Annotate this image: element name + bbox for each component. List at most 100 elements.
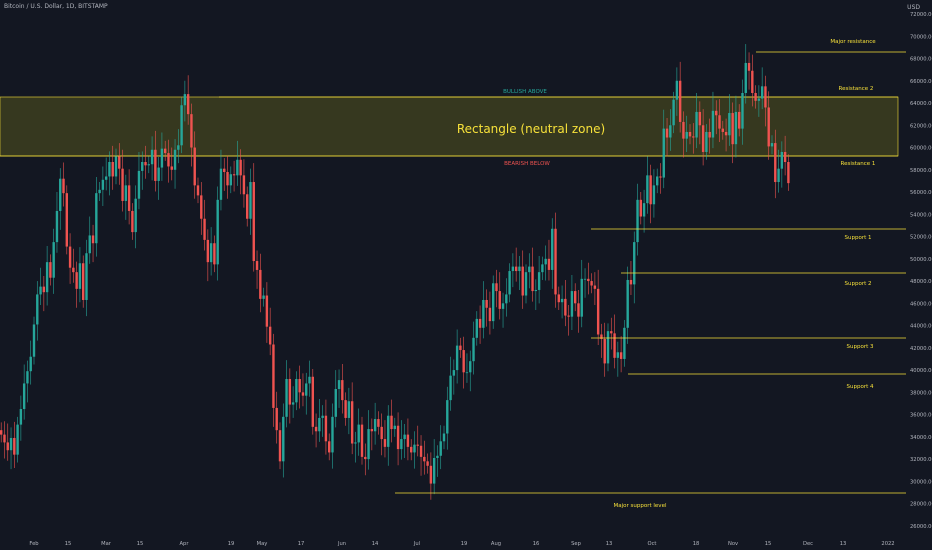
candle-body xyxy=(203,218,206,240)
candle-body xyxy=(39,286,42,295)
candle-body xyxy=(328,441,331,453)
y-tick-label: 38000.00 xyxy=(910,390,932,396)
candle-body xyxy=(170,166,173,170)
candle-body xyxy=(426,461,429,466)
candle-body xyxy=(200,195,203,219)
candle-body xyxy=(334,389,337,417)
candle-body xyxy=(777,168,780,183)
candle-body xyxy=(196,185,200,196)
currency-label: USD xyxy=(907,4,920,11)
x-tick-label: Jun xyxy=(337,541,346,547)
candle-body xyxy=(114,156,118,177)
candle-body xyxy=(29,356,32,372)
bullish-label: BULLISH ABOVE xyxy=(503,89,547,95)
candle-body xyxy=(767,107,770,147)
candle-body xyxy=(472,337,475,362)
candle-body xyxy=(393,425,396,430)
x-tick-label: 15 xyxy=(137,541,144,547)
candle-body xyxy=(68,246,72,268)
candle-body xyxy=(291,402,295,405)
candle-body xyxy=(570,291,574,317)
x-axis[interactable]: Feb 15 Mar 15 Apr 19 May 17 Jun 14 Jul 19 Aug 16 Sep 13… xyxy=(29,541,894,547)
x-tick-label: 2022 xyxy=(881,541,894,547)
y-tick-label: 62000.00 xyxy=(910,123,932,129)
candle-body xyxy=(511,266,515,272)
candle-body xyxy=(639,199,642,217)
candle-body xyxy=(124,185,128,201)
candle-body xyxy=(478,318,482,328)
candle-body xyxy=(544,258,547,265)
candle-body xyxy=(331,416,334,453)
candle-body xyxy=(738,111,741,129)
candle-body xyxy=(396,425,400,450)
y-tick-label: 26000.00 xyxy=(910,524,932,530)
x-tick-label: 13 xyxy=(840,541,847,547)
candle-body xyxy=(255,261,259,270)
support4-label: Support 4 xyxy=(847,384,874,390)
candle-body xyxy=(239,159,242,176)
y-tick-label: 36000.00 xyxy=(910,413,932,419)
major-support-label: Major support level xyxy=(614,503,667,509)
candle-body xyxy=(193,147,196,186)
y-tick-label: 46000.00 xyxy=(910,301,932,307)
x-tick-label: Mar xyxy=(101,541,112,547)
candle-body xyxy=(367,429,370,460)
candle-body xyxy=(416,444,419,446)
candle-body xyxy=(554,228,557,295)
candle-body xyxy=(626,279,629,328)
y-tick-label: 72000.00 xyxy=(910,12,932,18)
candle-body xyxy=(295,378,298,403)
candle-body xyxy=(285,378,288,417)
x-tick-label: Sep xyxy=(571,541,581,547)
candle-body xyxy=(485,299,488,308)
candle-body xyxy=(180,105,183,146)
y-tick-label: 34000.00 xyxy=(910,435,932,441)
candle-body xyxy=(164,148,167,154)
candle-body xyxy=(108,161,111,177)
candle-body xyxy=(642,203,646,217)
neutral-zone-rect[interactable] xyxy=(0,96,899,157)
x-tick-label: 16 xyxy=(533,541,540,547)
candle-body xyxy=(774,143,777,183)
candle-body xyxy=(32,324,36,357)
candle-body xyxy=(537,272,541,290)
candle-body xyxy=(701,125,705,152)
candle-body xyxy=(101,179,105,190)
resistance1-label: Resistance 1 xyxy=(841,161,876,167)
candle-body xyxy=(160,148,164,168)
candle-body xyxy=(711,110,715,138)
candle-body xyxy=(52,242,55,278)
candle-body xyxy=(692,136,695,138)
candle-body xyxy=(541,264,544,273)
candle-body xyxy=(452,370,456,376)
candle-body xyxy=(147,164,150,166)
x-tick-label: 15 xyxy=(65,541,72,547)
candle-body xyxy=(531,266,534,292)
candle-body xyxy=(278,430,282,462)
candle-body xyxy=(45,262,49,293)
candle-body xyxy=(741,93,744,129)
candle-body xyxy=(564,298,567,316)
candle-body xyxy=(6,442,9,451)
candle-body xyxy=(118,156,121,169)
candle-body xyxy=(305,383,308,396)
candle-body xyxy=(259,269,262,299)
candle-body xyxy=(423,456,426,462)
major-resistance-label: Major resistance xyxy=(830,39,876,45)
candle-body xyxy=(619,352,623,359)
x-tick-label: 19 xyxy=(228,541,235,547)
x-tick-label: Apr xyxy=(180,541,190,547)
candle-body xyxy=(652,185,656,205)
x-tick-label: 18 xyxy=(693,541,700,547)
candle-body xyxy=(400,439,403,450)
candle-body xyxy=(141,161,144,171)
candle-body xyxy=(688,131,692,137)
candle-body xyxy=(272,344,275,408)
candle-body xyxy=(728,113,731,136)
candle-body xyxy=(390,415,393,430)
candle-body xyxy=(449,375,452,401)
y-axis[interactable]: 72000.00 70000.00 68000.00 66000.00 64000.00… xyxy=(910,12,932,530)
zone-label: Rectangle (neutral zone) xyxy=(457,122,605,136)
support2-label: Support 2 xyxy=(845,281,872,287)
